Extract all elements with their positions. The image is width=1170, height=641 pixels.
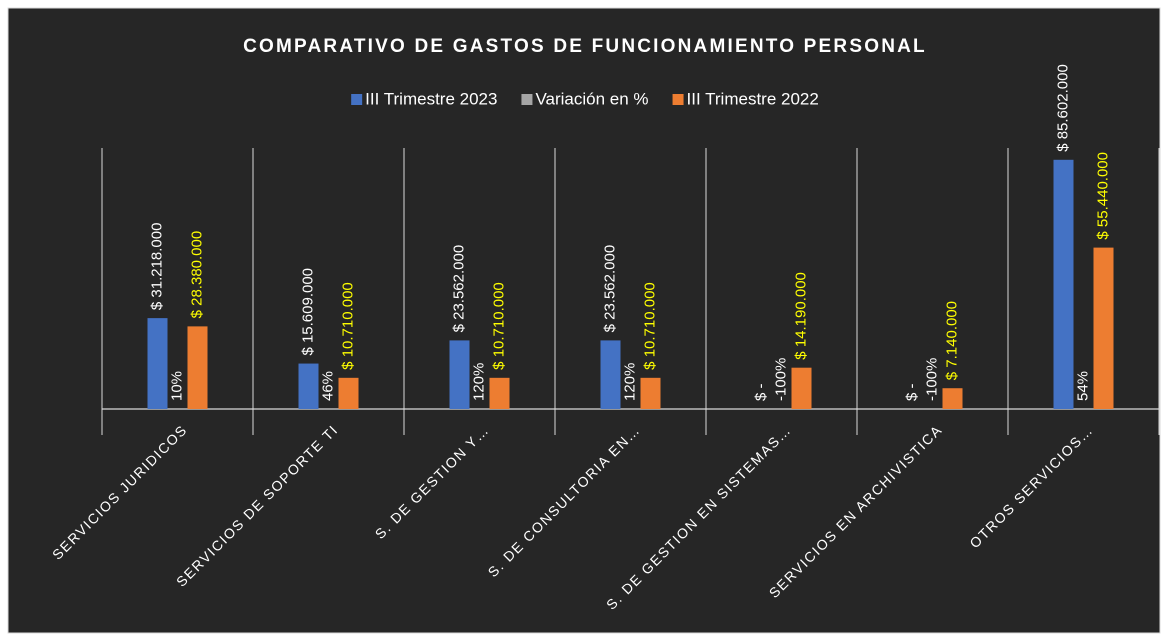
data-label: -100% xyxy=(923,358,940,401)
legend-label: III Trimestre 2023 xyxy=(365,89,497,108)
data-label: $ 15.609.000 xyxy=(299,268,316,356)
chart-background xyxy=(7,7,1161,634)
data-label: 10% xyxy=(168,371,185,401)
data-label: $ 10.710.000 xyxy=(641,282,658,370)
data-label: $ 31.218.000 xyxy=(148,223,165,311)
data-label: $ - xyxy=(752,383,769,401)
data-label: 120% xyxy=(470,363,487,401)
bar xyxy=(791,367,812,409)
data-label: $ 55.440.000 xyxy=(1094,152,1111,240)
bar xyxy=(449,340,470,409)
data-label: $ 10.710.000 xyxy=(339,282,356,370)
data-label: $ 23.562.000 xyxy=(601,245,618,333)
bar xyxy=(640,377,661,409)
data-label: $ 14.190.000 xyxy=(792,272,809,360)
data-label: $ 28.380.000 xyxy=(188,231,205,319)
legend-swatch xyxy=(351,94,363,105)
legend-swatch xyxy=(672,94,684,105)
legend-swatch xyxy=(521,94,533,105)
bar xyxy=(1093,247,1114,409)
bar xyxy=(187,326,208,409)
chart-title: COMPARATIVO DE GASTOS DE FUNCIONAMIENTO … xyxy=(243,36,927,57)
bar xyxy=(1053,159,1074,409)
data-label: $ 7.140.000 xyxy=(943,301,960,380)
data-label: $ 23.562.000 xyxy=(450,245,467,333)
data-label: $ - xyxy=(903,383,920,401)
legend-label: III Trimestre 2022 xyxy=(687,89,819,108)
bar xyxy=(338,377,359,409)
data-label: 54% xyxy=(1074,371,1091,401)
bar xyxy=(147,318,168,409)
bar xyxy=(298,363,319,409)
data-label: $ 85.602.000 xyxy=(1054,64,1071,152)
data-label: 120% xyxy=(621,363,638,401)
bar xyxy=(942,388,963,409)
data-label: -100% xyxy=(772,358,789,401)
data-label: 46% xyxy=(319,371,336,401)
bar xyxy=(600,340,621,409)
bar xyxy=(489,377,510,409)
legend-label: Variación en % xyxy=(535,89,648,108)
data-label: $ 10.710.000 xyxy=(490,282,507,370)
